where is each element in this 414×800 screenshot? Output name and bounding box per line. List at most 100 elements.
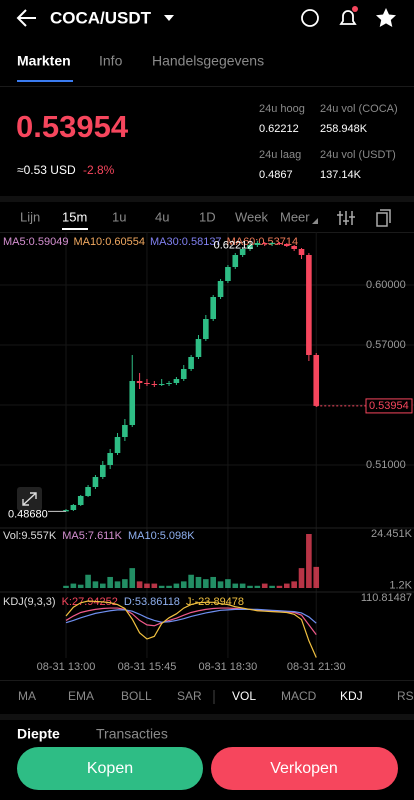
volume-bar <box>129 568 136 588</box>
stat-value: 258.948K <box>320 123 368 135</box>
indicator[interactable]: BOLL <box>121 689 152 703</box>
volume-bar <box>217 581 224 588</box>
candle-body <box>291 246 297 249</box>
volume-bar <box>284 583 290 588</box>
indicator[interactable]: SAR <box>177 689 202 703</box>
candle-body <box>306 255 312 355</box>
volume-legend: Vol:9.557K <box>3 530 57 542</box>
candle-body <box>173 379 180 383</box>
x-tick-label: 08-31 18:30 <box>199 661 258 673</box>
volume-bar <box>298 568 305 588</box>
indicator[interactable]: MA <box>18 689 36 703</box>
bottom-tab[interactable]: Diepte <box>17 726 60 742</box>
volume-bar <box>180 581 187 588</box>
candle-body <box>210 297 216 319</box>
divider <box>0 714 414 720</box>
volume-legend: MA10:5.098K <box>128 530 195 542</box>
candle-body <box>114 437 121 453</box>
y-tick-label: 0.51000 <box>366 459 406 471</box>
tab[interactable]: Info <box>99 53 123 69</box>
interval[interactable]: 1u <box>112 209 126 224</box>
sell-button[interactable] <box>211 747 398 790</box>
sell-label[interactable]: Verkopen <box>270 760 338 777</box>
interval[interactable]: Meer <box>280 209 310 224</box>
volume-bar <box>254 585 261 588</box>
indicator[interactable]: KDJ <box>340 689 363 703</box>
volume-bar <box>210 576 216 588</box>
tab[interactable]: Handelsgegevens <box>152 53 264 69</box>
volume-bar <box>100 583 106 588</box>
candle-body <box>232 255 239 267</box>
volume-bar <box>247 585 253 588</box>
volume-bar <box>92 581 99 588</box>
interval[interactable]: Week <box>235 209 268 224</box>
interval[interactable]: 4u <box>155 209 169 224</box>
volume-bar <box>63 585 69 588</box>
indicator[interactable]: RSI <box>397 689 414 703</box>
ma-legend: MA10:0.60554 <box>73 236 145 248</box>
indicator-bar: MA EMA BOLL SAR VOL MACD KDJ RSI <box>18 689 414 704</box>
y-tick-label: 0.60000 <box>366 279 406 291</box>
candle-body <box>180 369 187 379</box>
candle-body <box>188 357 194 369</box>
volume-bar <box>225 579 231 588</box>
volume-legend: MA5:7.611K <box>62 530 122 542</box>
candle-body <box>269 243 275 244</box>
volume-tick-label: 1.2K <box>389 579 412 591</box>
favorite-icon[interactable] <box>376 8 396 27</box>
volume-bar <box>85 574 91 588</box>
pair-title[interactable]: COCA/USDT <box>50 8 152 27</box>
dropdown-icon[interactable] <box>164 15 174 21</box>
buy-button[interactable] <box>17 747 203 790</box>
share-icon[interactable] <box>301 9 319 27</box>
indicator[interactable]: EMA <box>68 689 94 703</box>
candle-body <box>151 384 158 385</box>
kline-chart: 08-31 13:00 08-31 15:45 08-31 18:30 08-31 2… <box>0 232 414 673</box>
interval[interactable]: Lijn <box>20 209 40 224</box>
tab[interactable]: Markten <box>17 53 71 69</box>
divider <box>0 232 414 233</box>
candle-body <box>203 319 209 339</box>
volume-bar <box>239 583 246 588</box>
settings-icon[interactable] <box>337 211 355 225</box>
buy-label[interactable]: Kopen <box>87 760 133 777</box>
volume-bar <box>158 585 165 588</box>
candle-body <box>63 510 69 512</box>
indicator[interactable]: VOL <box>232 689 256 703</box>
volume-bar <box>151 583 158 588</box>
volume-bar <box>136 581 143 588</box>
volume-bar <box>122 579 128 588</box>
layout-icon[interactable] <box>376 209 391 227</box>
candle-body <box>122 425 128 437</box>
interval-underline <box>62 228 88 230</box>
volume-bar <box>276 585 283 588</box>
alert-icon[interactable] <box>339 10 357 25</box>
usd-price: ≈0.53 USD <box>17 163 76 177</box>
kdj-tick-label: 110.81487 <box>361 592 412 604</box>
candle-body <box>158 384 165 385</box>
divider <box>0 680 414 681</box>
candle-body <box>100 465 106 477</box>
candle-body <box>239 249 246 255</box>
interval[interactable]: 1D <box>199 209 216 224</box>
stat-label: 24u vol (COCA) <box>320 103 398 115</box>
interval[interactable]: 15m <box>62 209 87 224</box>
divider <box>0 196 414 202</box>
volume-bar <box>173 583 180 588</box>
kdj-legend: J:-23.89478 <box>186 596 244 608</box>
bottom-tab[interactable]: Transacties <box>96 726 168 742</box>
candle-body <box>144 383 150 384</box>
candle-body <box>129 381 136 425</box>
kdj-line <box>65 608 317 624</box>
volume-bar <box>188 574 194 588</box>
stat-label: 24u hoog <box>259 103 305 115</box>
back-button[interactable] <box>16 9 36 27</box>
candle-body <box>166 383 172 384</box>
indicator[interactable]: MACD <box>281 689 317 703</box>
last-price: 0.53954 <box>16 109 129 144</box>
high-label: 0.62212 <box>214 240 254 252</box>
candle-body <box>225 267 231 281</box>
volume-tick-label: 24.451K <box>371 528 413 540</box>
